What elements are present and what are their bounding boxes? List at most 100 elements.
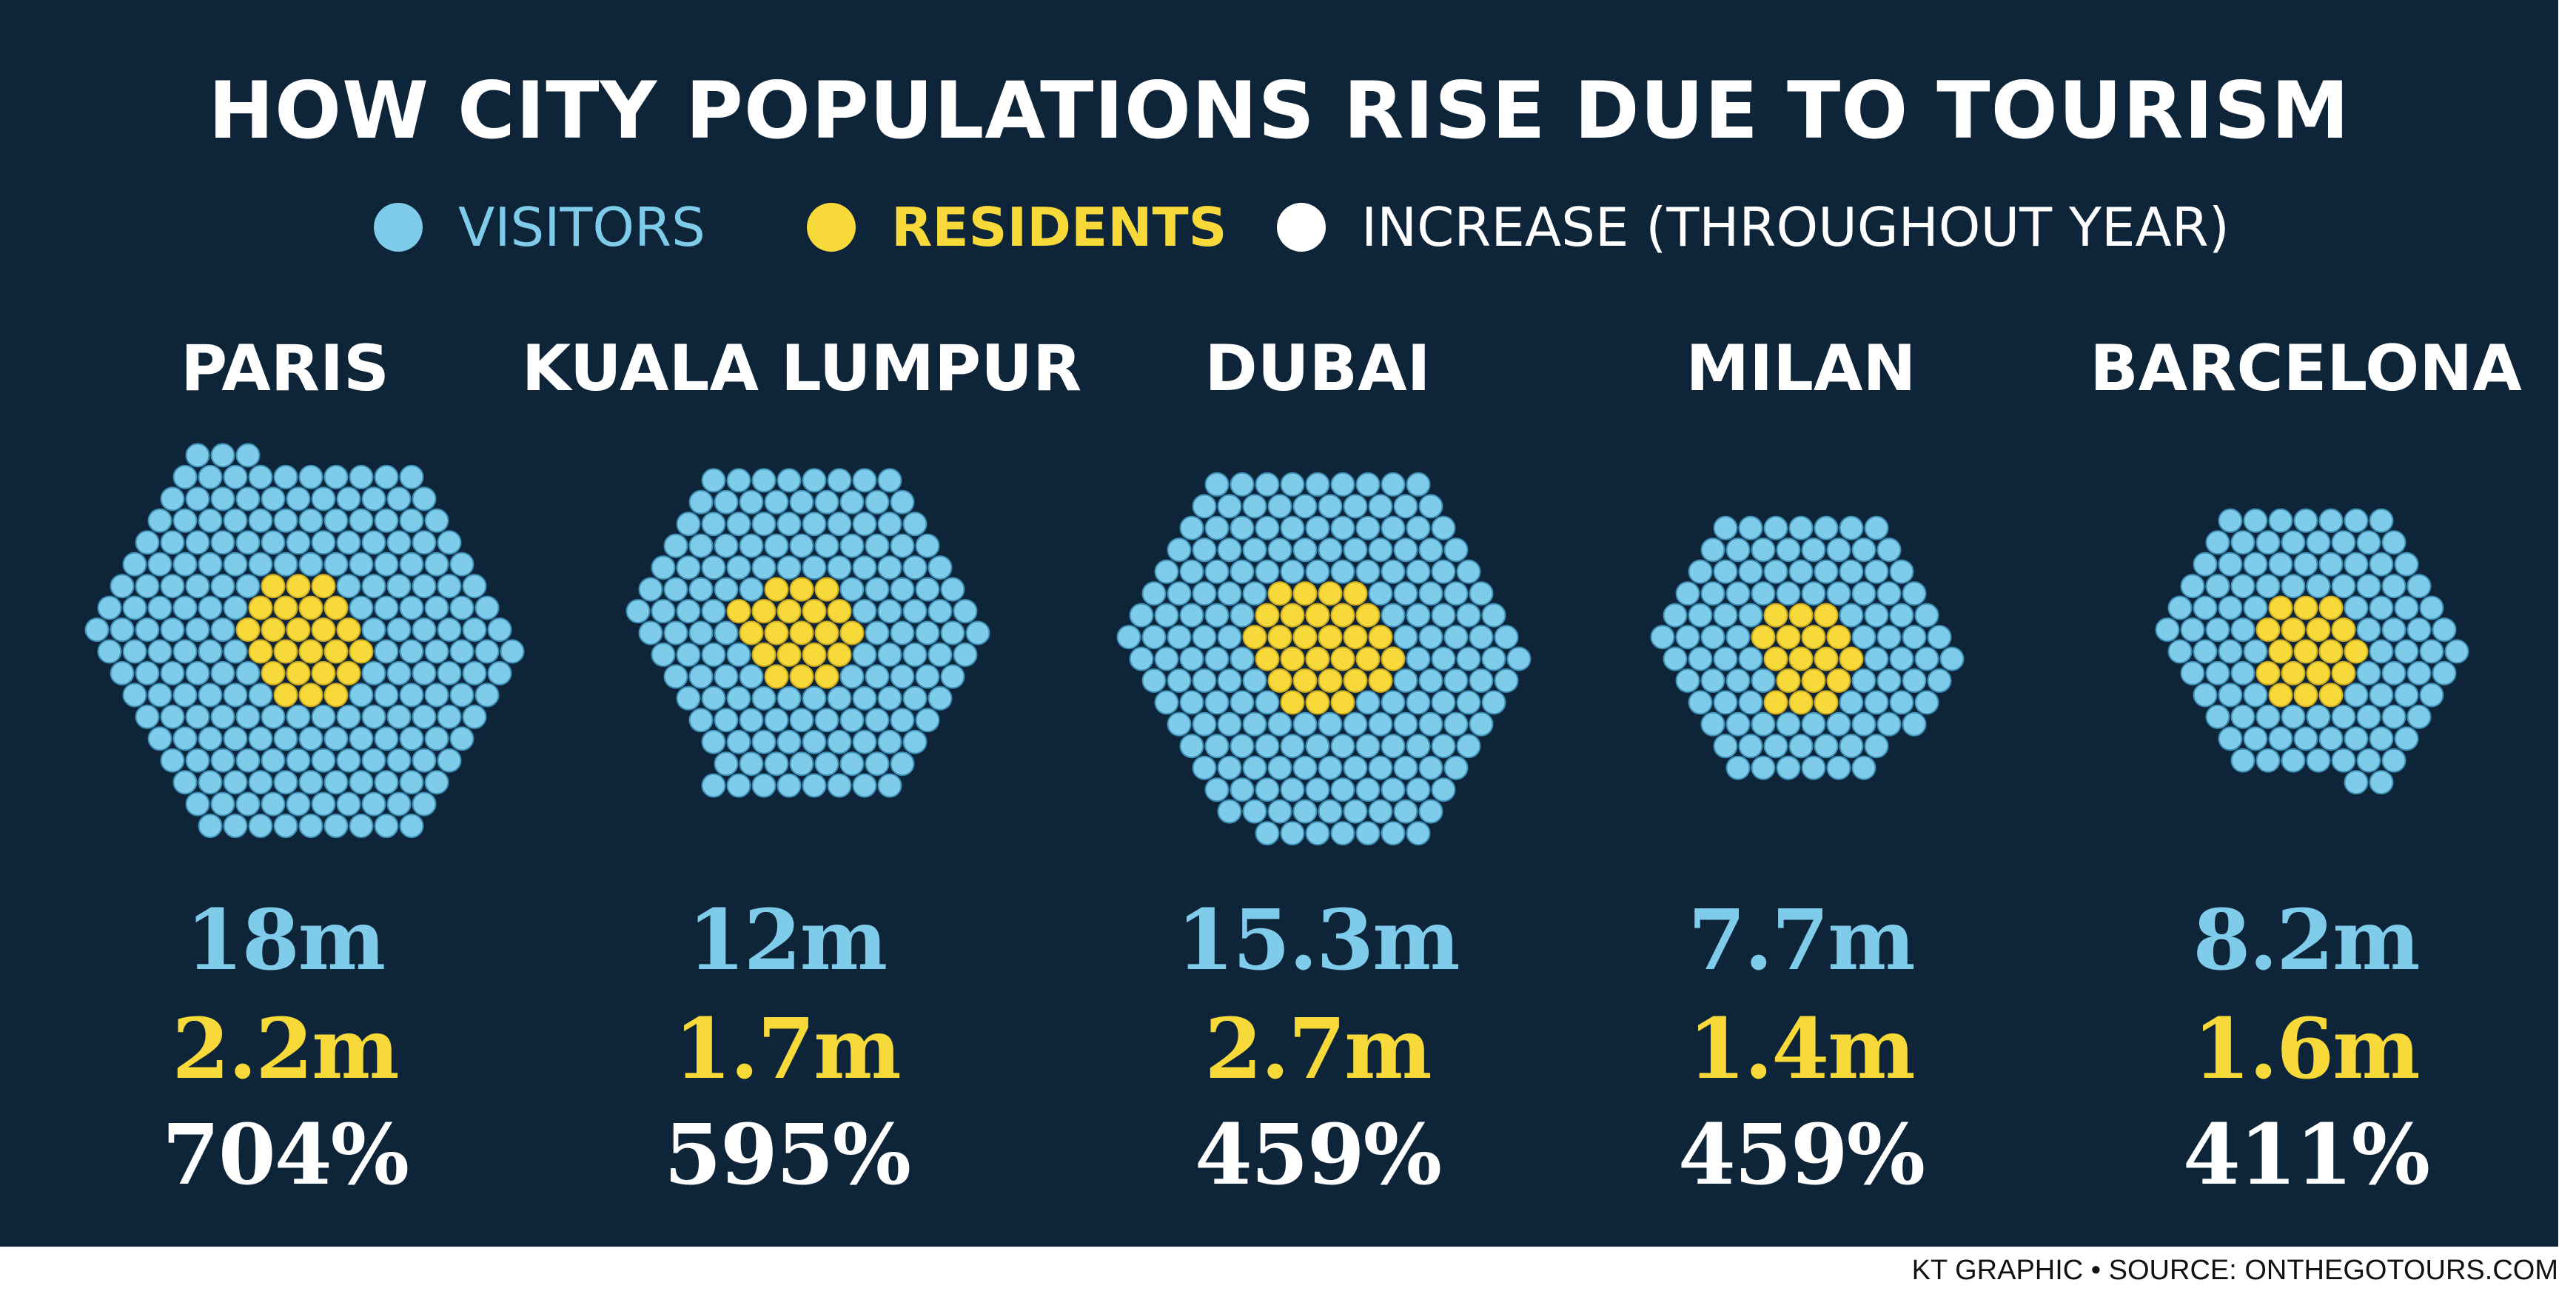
resident-dot [286, 660, 311, 685]
visitor-dot [827, 773, 852, 798]
cluster-dubai [1116, 472, 1532, 846]
visitor-dot [2381, 617, 2406, 643]
visitor-dot [1826, 537, 1851, 563]
visitor-dot [2180, 574, 2205, 599]
visitor-dot [1481, 646, 1506, 671]
visitor-dot [1393, 537, 1418, 563]
visitor-dot [865, 708, 890, 733]
visitor-dot [726, 468, 751, 493]
visitor-dot [1318, 537, 1343, 563]
resident-dot [777, 599, 802, 624]
visitor-dot [2205, 704, 2230, 729]
visitor-dot [1713, 603, 1738, 628]
visitor-dot [1179, 646, 1204, 671]
visitor-dot [1763, 515, 1788, 540]
visitor-dot [1456, 603, 1481, 628]
resident-dot [235, 617, 261, 643]
visitor-dot [814, 708, 839, 733]
visitor-dot [2218, 595, 2243, 620]
visitor-dot [940, 620, 965, 646]
visitor-dot [928, 642, 953, 667]
visitor-dot [323, 464, 349, 489]
visitor-dot [2406, 574, 2432, 599]
visitor-dot [122, 552, 147, 577]
visitor-dot [2331, 704, 2356, 729]
visitor-dot [261, 486, 286, 512]
visitor-dot [1355, 777, 1381, 802]
visitor-dot [1242, 755, 1267, 780]
visitor-dot [1280, 515, 1305, 540]
visitor-dot [802, 729, 827, 754]
visitor-dot [890, 489, 915, 514]
visitor-dot [2218, 639, 2243, 664]
visitor-dot [449, 683, 474, 708]
visitor-dot [839, 708, 865, 733]
visitor-dot [273, 508, 298, 533]
visitor-dot [235, 443, 261, 468]
visitor-dot [412, 574, 437, 599]
visitor-dot [852, 468, 877, 493]
visitor-dot [412, 791, 437, 817]
visitor-dot [1204, 515, 1230, 540]
visitor-dot [1242, 668, 1267, 693]
visitor-dot [172, 639, 198, 664]
resident-dot [1788, 690, 1814, 715]
visitor-dot [1839, 690, 1864, 715]
visitor-dot [1851, 581, 1876, 606]
dot-clusters [84, 443, 2469, 846]
visitor-dot [298, 726, 323, 751]
resident-dot [1305, 603, 1330, 628]
visitor-dot [764, 708, 789, 733]
visitor-dot [286, 791, 311, 817]
visitor-dot [2268, 726, 2293, 751]
increase-value-barcelona: 411% [2182, 1107, 2430, 1204]
visitor-dot [1305, 559, 1330, 584]
visitor-dot [110, 574, 135, 599]
visitor-dot [273, 464, 298, 489]
visitor-dot [386, 486, 412, 512]
legend-increase-label: INCREASE (THROUGHOUT YEAR) [1361, 196, 2230, 258]
visitor-dot [1443, 711, 1469, 737]
visitor-dot [1154, 603, 1179, 628]
visitor-dot [2268, 552, 2293, 577]
visitor-dot [651, 555, 676, 580]
visitor-dot [751, 555, 777, 580]
resident-dot [1280, 603, 1305, 628]
visitor-dot [349, 683, 374, 708]
visitor-dot [688, 620, 714, 646]
visitor-dot [1242, 711, 1267, 737]
visitor-dot [311, 486, 336, 512]
visitor-dot [248, 552, 273, 577]
visitor-dot [160, 704, 185, 729]
visitor-dot [2230, 617, 2255, 643]
visitor-dot [235, 530, 261, 555]
visitor-dot [185, 486, 210, 512]
visitor-dot [789, 533, 814, 558]
visitor-dot [235, 574, 261, 599]
visitor-dot [374, 639, 399, 664]
visitor-dot [1725, 711, 1751, 737]
visitor-dot [399, 552, 424, 577]
visitor-dot [1688, 646, 1713, 671]
visitor-dot [2306, 530, 2331, 555]
visitor-dot [726, 729, 751, 754]
visitor-dot [311, 530, 336, 555]
visitor-dot [1129, 646, 1154, 671]
visitor-dot [2306, 704, 2331, 729]
visitor-dot [1443, 581, 1469, 606]
visitor-dot [1217, 581, 1242, 606]
visitor-dot [890, 751, 915, 777]
visitor-dot [2255, 704, 2281, 729]
visitor-dot [1355, 734, 1381, 759]
resident-dot [2293, 595, 2318, 620]
resident-dot [1368, 668, 1393, 693]
visitor-dot [2193, 595, 2218, 620]
visitor-dot [135, 617, 160, 643]
visitor-dot [2281, 748, 2306, 773]
visitor-dot [1330, 821, 1355, 846]
visitor-dot [688, 489, 714, 514]
visitor-dot [210, 443, 235, 468]
visitor-dot [361, 704, 386, 729]
visitor-dot [1154, 690, 1179, 715]
visitor-dot [1418, 755, 1443, 780]
